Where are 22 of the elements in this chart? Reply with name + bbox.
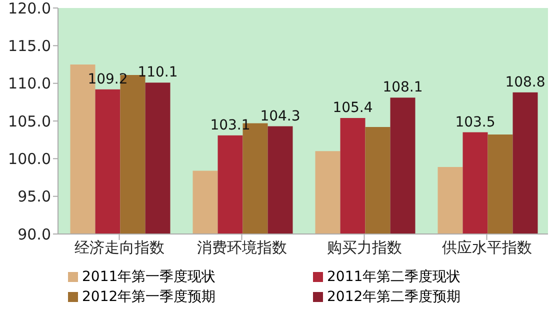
data-label: 105.4 bbox=[332, 100, 373, 116]
x-tick-label: 购买力指数 bbox=[326, 238, 402, 257]
y-tick-label: 115.0 bbox=[8, 36, 51, 55]
data-label: 108.1 bbox=[382, 80, 423, 96]
y-tick-label: 95.0 bbox=[18, 188, 51, 206]
legend-label: 2011年第一季度现状 bbox=[82, 268, 216, 286]
data-label: 104.3 bbox=[260, 108, 300, 124]
legend-label: 2011年第二季度现状 bbox=[327, 268, 461, 286]
data-label: 108.8 bbox=[505, 74, 546, 90]
y-tick-label: 105.0 bbox=[8, 112, 51, 130]
x-tick-label: 消费环境指数 bbox=[196, 238, 287, 257]
data-label: 103.1 bbox=[210, 117, 250, 134]
y-tick-label: 120.0 bbox=[8, 0, 51, 18]
legend-label: 2012年第二季度预期 bbox=[327, 288, 461, 306]
y-tick-label: 100.0 bbox=[8, 150, 51, 168]
x-tick-label: 经济走向指数 bbox=[74, 238, 164, 257]
y-tick-label: 90.0 bbox=[18, 225, 51, 244]
data-label: 103.5 bbox=[455, 114, 496, 130]
x-tick-label: 供应水平指数 bbox=[442, 238, 532, 257]
legend-label: 2012年第一季度预期 bbox=[82, 288, 216, 306]
data-label: 110.1 bbox=[138, 64, 178, 81]
y-tick-label: 110.0 bbox=[8, 74, 51, 93]
